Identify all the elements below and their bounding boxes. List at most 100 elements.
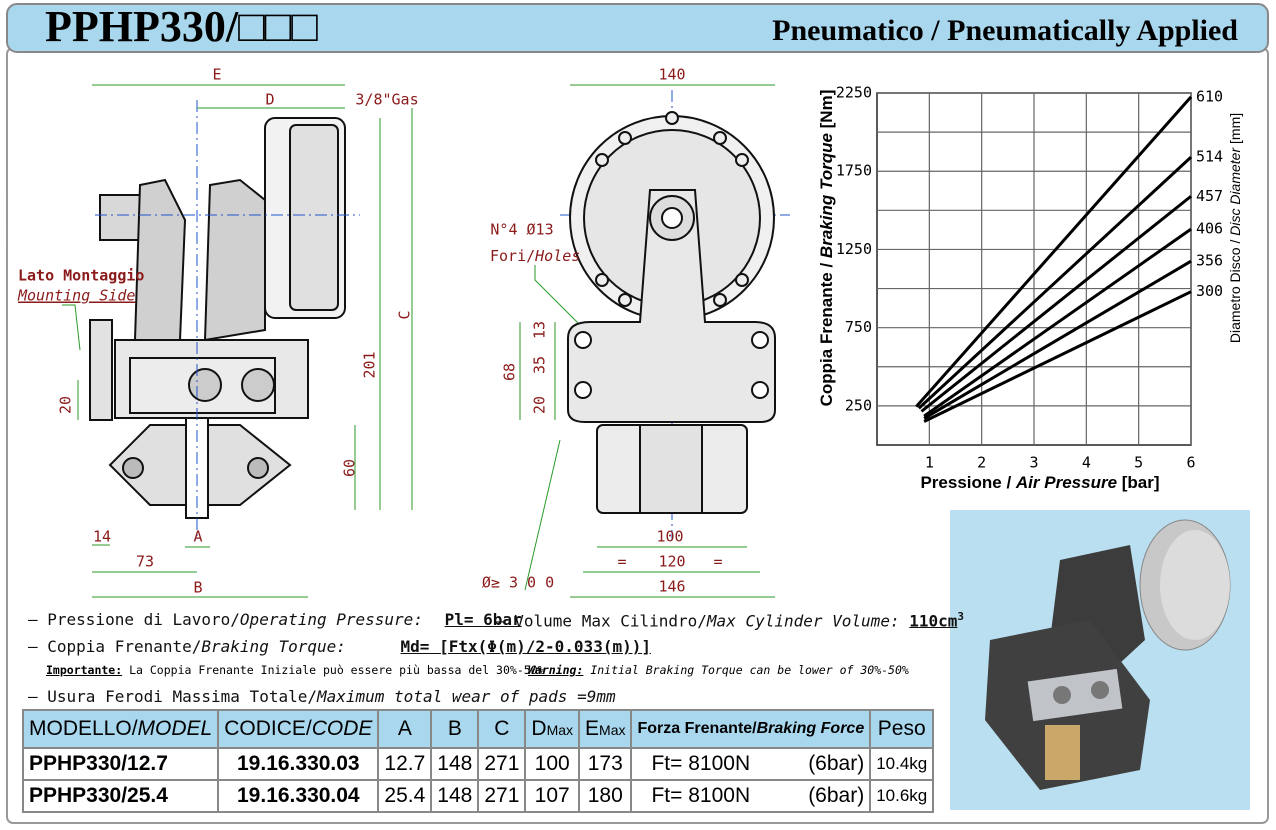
axis-title-part: Disc Diameter bbox=[1227, 147, 1243, 236]
spec-text: Maximum total wear of pads =9mm bbox=[316, 687, 616, 706]
data-cell: 100 bbox=[524, 747, 581, 781]
y-tick-label: 1750 bbox=[836, 162, 872, 180]
note-label: Importante: bbox=[46, 663, 123, 677]
dimension-label: 60 bbox=[341, 459, 359, 477]
axis-title-part: Pressione / bbox=[920, 473, 1015, 492]
series-label: 457 bbox=[1196, 187, 1223, 205]
series-label: 514 bbox=[1196, 148, 1223, 166]
header-text: Forza Frenante/ bbox=[637, 720, 757, 737]
header-cell: B bbox=[430, 709, 480, 749]
axis-title-part: [Nm] bbox=[817, 90, 836, 133]
data-cell: Ft= 8100N (6bar) bbox=[630, 779, 872, 813]
spec-text: Max Cylinder Volume: bbox=[706, 611, 900, 631]
header-cell: EMax bbox=[578, 709, 633, 749]
note-label: Warning: bbox=[528, 663, 584, 677]
note-text: La Coppia Frenante Iniziale può essere p… bbox=[129, 663, 545, 677]
data-cell: 19.16.330.03 bbox=[217, 747, 380, 781]
dimension-label: 68 bbox=[501, 363, 519, 381]
front-view bbox=[567, 111, 776, 514]
spec-text: Braking Torque: bbox=[201, 637, 346, 656]
model-table: MODELLO/MODEL CODICE/CODE A B C DMax EMax Forza… bbox=[21, 709, 935, 813]
x-tick-label: 5 bbox=[1134, 454, 1143, 472]
series-line bbox=[923, 290, 1192, 423]
data-cell: 180 bbox=[578, 779, 633, 813]
header-text: CODE bbox=[311, 717, 373, 740]
dimension-label: E bbox=[212, 66, 221, 84]
series-label: 356 bbox=[1196, 252, 1223, 270]
spec-text: – Volume Max Cilindro/ bbox=[495, 611, 707, 631]
data-cell: Ft= 8100N (6bar) bbox=[630, 747, 872, 781]
header-cell: Forza Frenante/Braking Force bbox=[630, 709, 872, 749]
data-cell: 148 bbox=[430, 779, 480, 813]
spec-text: – Usura Ferodi Massima Totale/ bbox=[28, 687, 317, 706]
dimension-label: 14 bbox=[93, 528, 111, 546]
mounting-side-label: Mounting Side bbox=[17, 287, 135, 305]
data-cell: 107 bbox=[524, 779, 581, 813]
dimension-label: 146 bbox=[658, 578, 685, 596]
spec-value: 3 bbox=[957, 610, 965, 623]
holes-text: Fori/ bbox=[490, 247, 535, 265]
header-text: Max bbox=[599, 722, 626, 738]
header-text: MODEL bbox=[137, 717, 213, 740]
header-text: Max bbox=[546, 722, 574, 738]
title: PPHP330/□□□ bbox=[45, 2, 318, 51]
spec-text: – Coppia Frenante/ bbox=[28, 637, 202, 656]
series-line bbox=[917, 156, 1193, 410]
chart: 250 750 1250 1750 2250 1 2 3 4 5 6 Pressione / Air … bbox=[817, 84, 1242, 493]
dimension-label: 13 bbox=[531, 321, 549, 339]
dimension-label: = bbox=[617, 553, 626, 571]
mounting-side-label: Lato Montaggio bbox=[18, 267, 144, 285]
axis-title: Diametro Disco / Disc Diameter [mm] bbox=[1227, 113, 1243, 343]
header-text: Peso bbox=[877, 717, 926, 740]
axis-title-part: Diametro Disco / bbox=[1227, 236, 1243, 343]
dimension-lines bbox=[62, 84, 775, 598]
header-bar bbox=[6, 3, 1269, 53]
header-text: MODELLO/ bbox=[29, 717, 138, 740]
series-label: 406 bbox=[1196, 220, 1223, 238]
note-line: Importante: La Coppia Frenante Iniziale … bbox=[46, 663, 545, 677]
data-cell: 10.6kg bbox=[869, 779, 935, 813]
product-photo-art bbox=[985, 519, 1231, 790]
dimension-label: = bbox=[713, 553, 722, 571]
header-cell: CODICE/CODE bbox=[217, 709, 380, 749]
header-text: CODICE/ bbox=[224, 717, 312, 740]
header-row: MODELLO/MODEL CODICE/CODE A B C DMax EMax Forza… bbox=[21, 709, 935, 749]
dimension-label: 140 bbox=[658, 66, 685, 84]
data-row: PPHP330/25.4 19.16.330.04 25.4 148 271 107 180… bbox=[21, 779, 935, 813]
series-label: 300 bbox=[1196, 282, 1223, 300]
cell-text: Ft= 8100N bbox=[651, 752, 751, 775]
header-text: E bbox=[585, 717, 600, 740]
header-text: A bbox=[397, 717, 412, 740]
dimension-label: Ø≥ 3 0 0 bbox=[482, 574, 554, 592]
spec-line: – Pressione di Lavoro/Operating Pressure… bbox=[28, 610, 522, 629]
x-tick-label: 3 bbox=[1029, 454, 1038, 472]
dimension-label: 201 bbox=[361, 351, 379, 378]
data-cell: 25.4 bbox=[377, 779, 433, 813]
header-text: Braking Force bbox=[756, 720, 865, 737]
dimension-label: B bbox=[193, 579, 202, 597]
spec-text: Operating Pressure: bbox=[239, 610, 423, 629]
header-cell: Peso bbox=[869, 709, 935, 749]
axis-title: Pressione / Air Pressure [bar] bbox=[920, 473, 1159, 492]
dimension-label: 100 bbox=[656, 528, 683, 546]
header-text: B bbox=[447, 717, 462, 740]
holes-label: Fori/Holes bbox=[490, 247, 580, 265]
dimension-label: 73 bbox=[136, 553, 154, 571]
cell-text: (6bar) bbox=[808, 784, 865, 807]
axis-title-part: Braking Torque bbox=[817, 133, 836, 258]
series-label: 610 bbox=[1196, 87, 1223, 105]
header-cell: MODELLO/MODEL bbox=[21, 709, 220, 749]
dimension-label: 120 bbox=[658, 553, 685, 571]
spec-value: Pl= 6bar bbox=[444, 610, 522, 629]
y-tick-label: 250 bbox=[845, 396, 872, 414]
side-view bbox=[89, 117, 346, 519]
dimension-label: 20 bbox=[57, 396, 75, 414]
subtitle: Pneumatico / Pneumatically Applied bbox=[772, 14, 1238, 47]
series-line bbox=[923, 227, 1192, 418]
data-row: PPHP330/12.7 19.16.330.03 12.7 148 271 100 173… bbox=[21, 747, 935, 781]
note-line: Warning: Initial Braking Torque can be l… bbox=[528, 663, 909, 677]
spec-line: – Coppia Frenante/Braking Torque: Md= [F… bbox=[28, 637, 651, 656]
spec-text: – Pressione di Lavoro/ bbox=[28, 610, 240, 629]
